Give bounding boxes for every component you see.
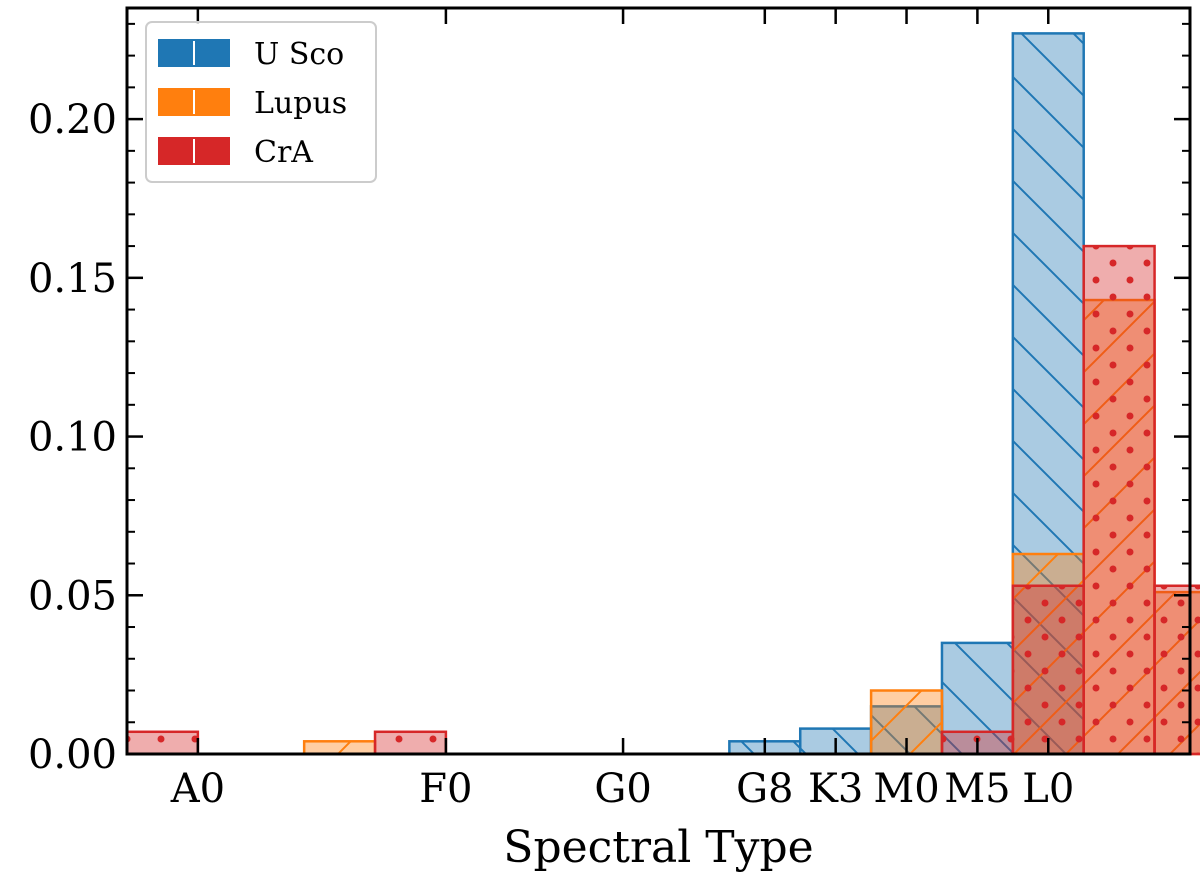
x-tick-label: G8 — [736, 766, 793, 812]
x-tick-label: A0 — [170, 766, 225, 812]
plot-frame — [125, 6, 1192, 756]
y-tick-label: 0.05 — [28, 573, 117, 619]
x-tick-label: L0 — [1022, 766, 1074, 812]
x-axis-title: Spectral Type — [503, 822, 813, 873]
legend-label: CrA — [254, 135, 313, 170]
x-tick-label: F0 — [419, 766, 472, 812]
bar-hatch — [127, 731, 198, 754]
legend-label: Lupus — [254, 86, 347, 121]
x-axis: A0 F0 G0 G8 K3 M0 M5 L0 — [170, 8, 1074, 812]
y-tick-label: 0.00 — [28, 732, 117, 778]
bar-hatch — [375, 731, 446, 754]
y-tick-label: 0.20 — [28, 97, 117, 143]
bar-cra-4 — [1082, 244, 1156, 756]
x-tick-label: M0 — [873, 766, 939, 812]
bars-layer — [125, 32, 1200, 756]
legend-entry-cra: CrA — [158, 135, 313, 170]
bar-hatch — [1012, 585, 1084, 754]
bar-hatch — [1154, 585, 1200, 754]
y-tick-label: 0.15 — [28, 256, 117, 302]
bar-cra-5 — [1153, 584, 1200, 756]
x-tick-label: G0 — [594, 766, 651, 812]
bar-hatch — [304, 741, 376, 754]
bar-lupus-1 — [869, 689, 944, 756]
bar-lupus-0 — [302, 740, 377, 756]
x-tick-label: K3 — [808, 766, 863, 812]
legend-entry-lupus: Lupus — [158, 86, 347, 121]
x-tick-label: M5 — [944, 766, 1010, 812]
bar-hatch — [1083, 246, 1155, 754]
bar-cra-0 — [125, 730, 200, 756]
legend-entry-u-sco: U Sco — [158, 37, 344, 72]
y-axis: 0.00 0.05 0.10 0.15 0.20 — [28, 22, 1190, 778]
axes: 0.00 0.05 0.10 0.15 0.20 A0 F0 G0 G8 K3 M0 M5 L0 Sp… — [28, 6, 1192, 873]
legend-label: U Sco — [254, 37, 344, 72]
legend: U Sco Lupus CrA — [145, 21, 377, 183]
bar-cra-3 — [1011, 584, 1085, 756]
y-tick-label: 0.10 — [28, 415, 117, 461]
bar-cra-1 — [373, 730, 448, 756]
